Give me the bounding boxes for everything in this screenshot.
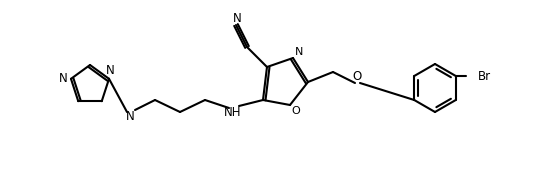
Text: N: N — [295, 47, 303, 57]
Text: Br: Br — [478, 69, 491, 82]
Text: N: N — [232, 12, 242, 24]
Text: O: O — [292, 106, 300, 116]
Text: N: N — [105, 64, 115, 77]
Text: N: N — [126, 109, 134, 123]
Text: NH: NH — [224, 105, 242, 118]
Text: O: O — [352, 69, 362, 82]
Text: N: N — [59, 72, 67, 85]
